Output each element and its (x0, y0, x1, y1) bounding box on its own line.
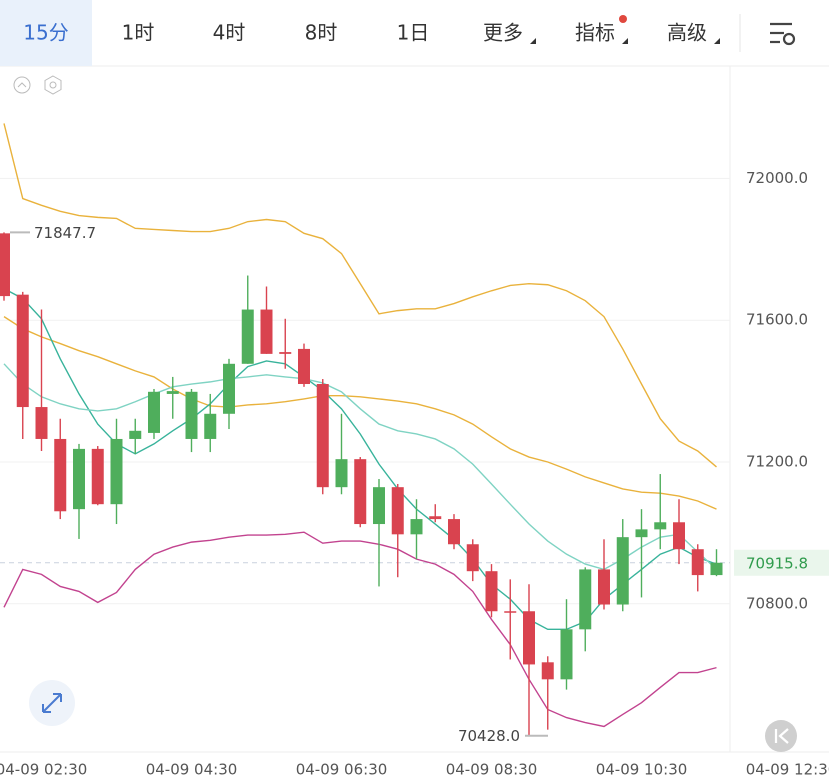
candle-body (91, 448, 104, 505)
indicator-line (3, 316, 717, 510)
candle-body (485, 571, 498, 612)
toolbar: 15分 1时 4时 8时 1日 更多 指标 高级 (0, 0, 829, 67)
x-tick-label: 04-09 04:30 (146, 761, 238, 779)
settings-hex-icon[interactable] (44, 75, 62, 95)
active-tab-bg (0, 0, 92, 66)
candle-body (166, 391, 179, 394)
candle-body (373, 487, 385, 525)
candle-body (560, 629, 573, 680)
indicator-line (3, 288, 717, 631)
candle-body (429, 516, 442, 520)
candle-body (129, 430, 142, 439)
tab-label[interactable]: 更多 (483, 21, 523, 45)
candle-body (279, 352, 292, 354)
candle-body (579, 569, 592, 630)
candle-body (673, 522, 685, 550)
candle-body (204, 413, 217, 439)
tab-label[interactable]: 指标 (575, 21, 615, 45)
candle-body (16, 294, 29, 408)
y-tick-label: 72000.0 (746, 169, 808, 187)
dropdown-triangle (622, 38, 628, 44)
indicator-line (3, 531, 717, 728)
candle-body (185, 391, 198, 439)
tab-label[interactable]: 高级 (667, 21, 707, 45)
last-price-tag (734, 549, 829, 576)
notification-dot (619, 15, 627, 23)
back-icon (774, 728, 789, 744)
candle-body (410, 519, 423, 535)
candle-body (298, 348, 310, 385)
x-tick-label: 04-09 10:30 (596, 761, 688, 779)
x-tick-label: 04-09 08:30 (446, 761, 538, 779)
last-price-label: 70915.8 (746, 554, 808, 572)
high-marker-label: 71847.7 (34, 224, 96, 242)
candle-body (0, 233, 10, 297)
candle-body (316, 384, 329, 488)
collapse-icon-arrow (17, 82, 27, 88)
low-marker-label: 70428.0 (458, 727, 520, 745)
candle-body (541, 662, 554, 680)
collapse-icon[interactable] (13, 76, 31, 94)
dropdown-triangle (714, 38, 720, 44)
candle-body (241, 309, 254, 364)
candle-body (523, 611, 535, 665)
candle-body (73, 448, 85, 510)
candle-body (691, 549, 704, 576)
candle-body (448, 519, 460, 545)
x-tick-label: 04-09 12:30 (746, 761, 829, 779)
candle-body (35, 407, 48, 439)
candle-body (504, 611, 517, 613)
x-tick-label: 04-09 02:30 (0, 761, 87, 779)
y-tick-label: 71600.0 (746, 311, 808, 329)
candle-body (335, 459, 348, 488)
candle-body (635, 529, 648, 538)
candle-body (54, 438, 67, 512)
settings-icon[interactable] (770, 22, 796, 46)
expand-icon (42, 693, 62, 713)
candle-body (391, 487, 404, 535)
candle-body (260, 309, 273, 354)
indicator-line (3, 363, 717, 571)
y-tick-label: 70800.0 (746, 594, 808, 612)
candle-body (466, 544, 479, 572)
candle-body (148, 391, 160, 433)
dropdown-triangle (530, 38, 536, 44)
settings-hex-dot (49, 81, 57, 89)
candle-body (598, 569, 610, 605)
candle-body (654, 522, 667, 530)
tab-label[interactable]: 8时 (305, 21, 338, 45)
candle-body (354, 459, 367, 525)
candle-body (110, 438, 123, 505)
tab-label[interactable]: 15分 (23, 21, 68, 45)
tab-label[interactable]: 1时 (122, 21, 155, 45)
tab-label[interactable]: 1日 (397, 21, 430, 45)
y-tick-label: 71200.0 (746, 453, 808, 471)
tab-label[interactable]: 4时 (213, 21, 246, 45)
candle-body (616, 537, 629, 605)
x-tick-label: 04-09 06:30 (296, 761, 388, 779)
indicator-line (3, 123, 717, 468)
candle-body (223, 363, 235, 414)
candle-body (710, 562, 723, 576)
plot-area (0, 123, 730, 737)
